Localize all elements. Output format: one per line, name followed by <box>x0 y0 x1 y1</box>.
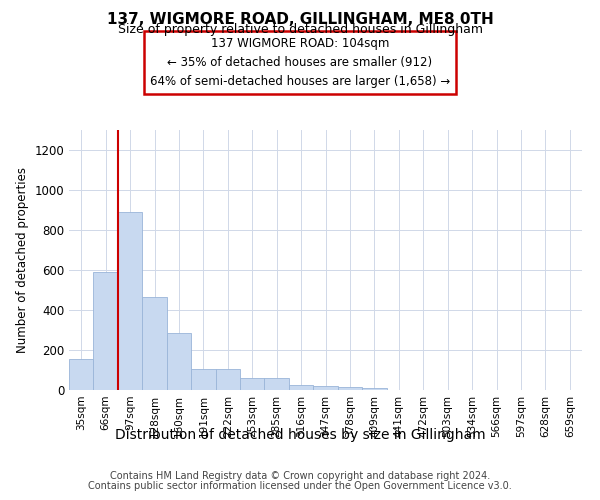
Bar <box>338 388 362 390</box>
Y-axis label: Number of detached properties: Number of detached properties <box>16 167 29 353</box>
Bar <box>94 272 118 390</box>
Text: Distribution of detached houses by size in Gillingham: Distribution of detached houses by size … <box>115 428 485 442</box>
Text: 137 WIGMORE ROAD: 104sqm
← 35% of detached houses are smaller (912)
64% of semi-: 137 WIGMORE ROAD: 104sqm ← 35% of detach… <box>150 37 450 88</box>
Bar <box>265 378 289 390</box>
Bar <box>240 378 265 390</box>
Text: Contains public sector information licensed under the Open Government Licence v3: Contains public sector information licen… <box>88 481 512 491</box>
Bar <box>362 388 386 390</box>
Bar <box>313 386 338 390</box>
Bar <box>167 333 191 390</box>
Bar <box>118 212 142 390</box>
Bar <box>191 369 215 390</box>
Bar <box>142 297 167 390</box>
Text: Contains HM Land Registry data © Crown copyright and database right 2024.: Contains HM Land Registry data © Crown c… <box>110 471 490 481</box>
Bar <box>69 359 94 390</box>
Bar <box>289 384 313 390</box>
Text: Size of property relative to detached houses in Gillingham: Size of property relative to detached ho… <box>118 22 482 36</box>
Bar <box>215 369 240 390</box>
Text: 137, WIGMORE ROAD, GILLINGHAM, ME8 0TH: 137, WIGMORE ROAD, GILLINGHAM, ME8 0TH <box>107 12 493 28</box>
